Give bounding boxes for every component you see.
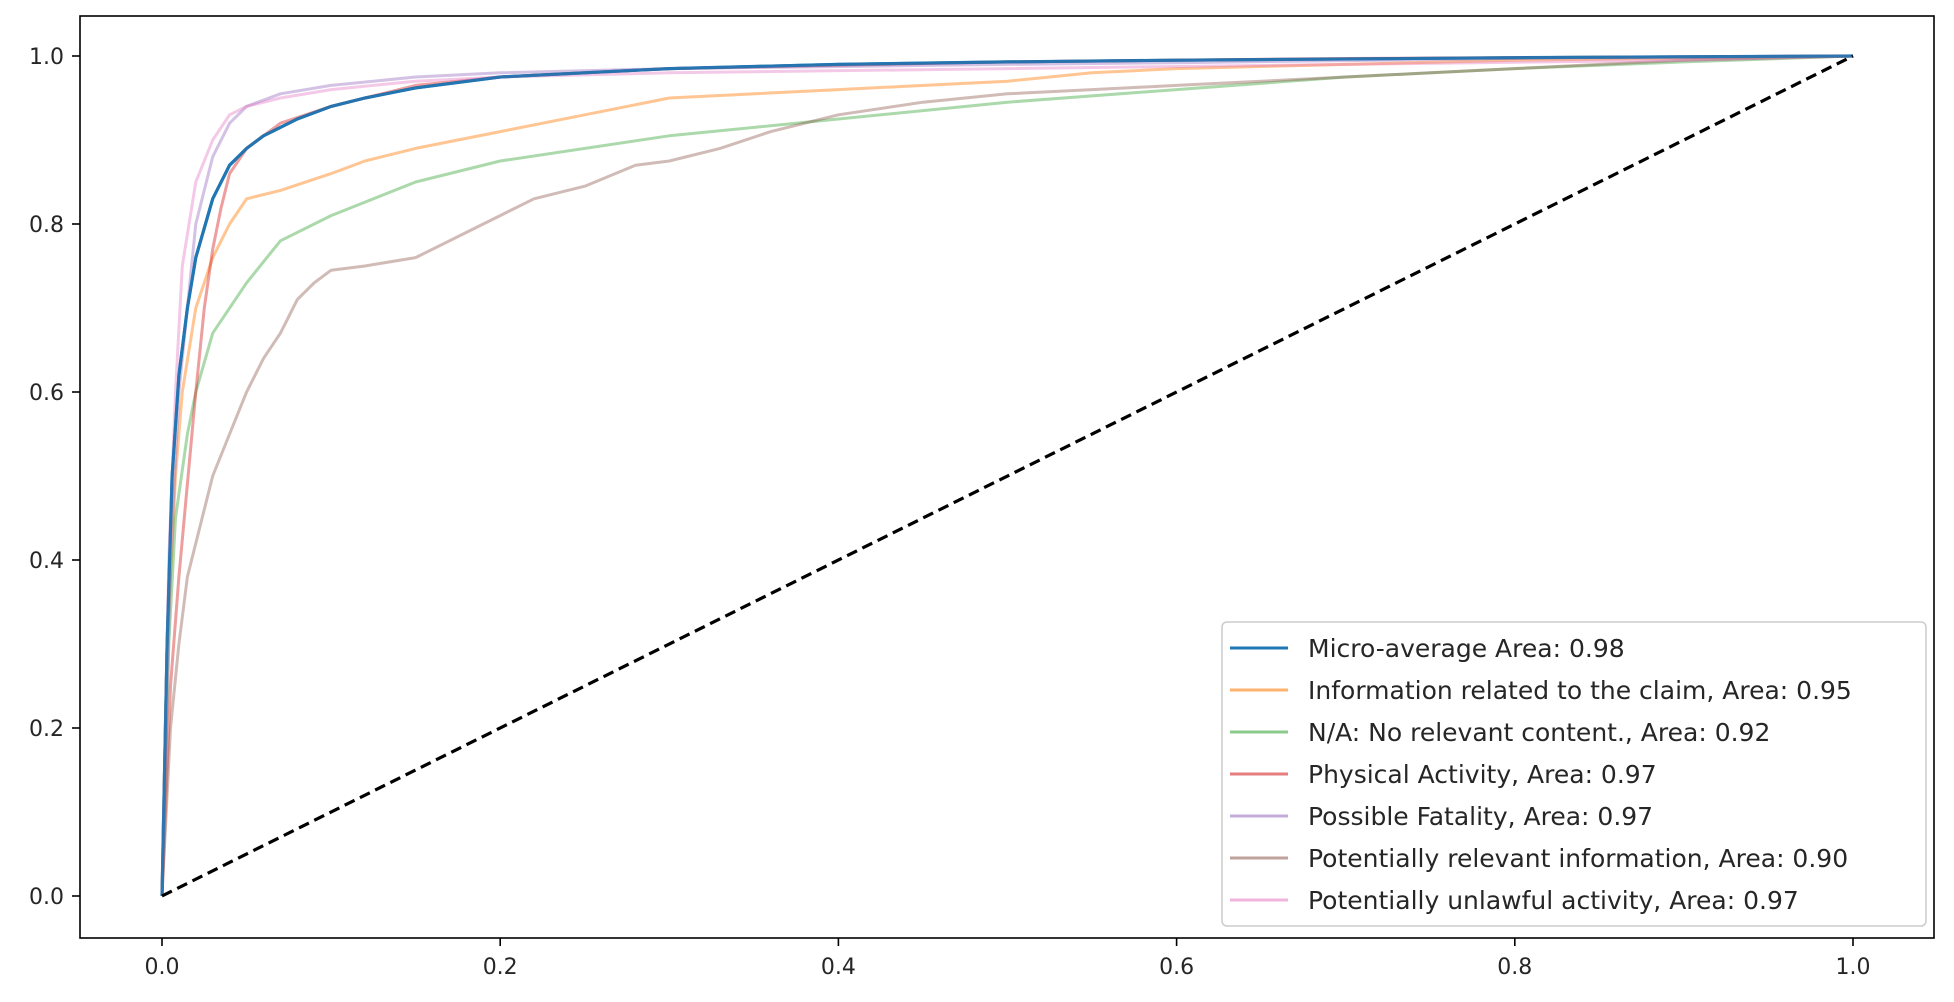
y-tick-label: 0.6 bbox=[29, 381, 64, 406]
axes-frame bbox=[79, 15, 1935, 939]
roc-curve-7 bbox=[160, 54, 1854, 897]
legend-box bbox=[1221, 621, 1927, 927]
plot-area bbox=[79, 15, 1935, 939]
legend-label-3: N/A: No relevant content., Area: 0.92 bbox=[1308, 718, 1770, 747]
legend-label-7: Potentially unlawful activity, Area: 0.9… bbox=[1308, 886, 1799, 915]
y-tick-label: 0.0 bbox=[29, 885, 64, 910]
roc-curve-6 bbox=[160, 54, 1854, 897]
chance-diagonal-line bbox=[161, 54, 1854, 898]
x-axis: 0.0 0.2 0.4 0.6 0.8 1.0 bbox=[145, 938, 1871, 980]
roc-curve-micro-average-overlay bbox=[160, 54, 1854, 897]
x-tick-label: 0.8 bbox=[1497, 955, 1532, 980]
x-tick-label: 1.0 bbox=[1836, 955, 1871, 980]
legend-items: Micro-average Area: 0.98 Information rela… bbox=[1230, 634, 1852, 915]
legend-label-1: Micro-average Area: 0.98 bbox=[1308, 634, 1625, 663]
legend-label-6: Potentially relevant information, Area: … bbox=[1308, 844, 1848, 873]
y-tick-label: 0.8 bbox=[29, 213, 64, 238]
x-tick-label: 0.4 bbox=[821, 955, 856, 980]
roc-curve-2 bbox=[160, 54, 1854, 897]
legend-label-5: Possible Fatality, Area: 0.97 bbox=[1308, 802, 1653, 831]
legend-label-2: Information related to the claim, Area: … bbox=[1308, 676, 1852, 705]
legend-label-4: Physical Activity, Area: 0.97 bbox=[1308, 760, 1657, 789]
x-tick-label: 0.0 bbox=[145, 955, 180, 980]
roc-curves bbox=[160, 54, 1854, 897]
legend: Micro-average Area: 0.98 Information rela… bbox=[1221, 621, 1927, 927]
roc-curve-3 bbox=[160, 54, 1854, 897]
y-tick-label: 1.0 bbox=[29, 45, 64, 70]
y-tick-label: 0.2 bbox=[29, 717, 64, 742]
x-tick-label: 0.2 bbox=[483, 955, 518, 980]
x-tick-label: 0.6 bbox=[1159, 955, 1194, 980]
y-tick-label: 0.4 bbox=[29, 549, 64, 574]
y-axis: 0.0 0.2 0.4 0.6 0.8 1.0 bbox=[29, 45, 80, 910]
